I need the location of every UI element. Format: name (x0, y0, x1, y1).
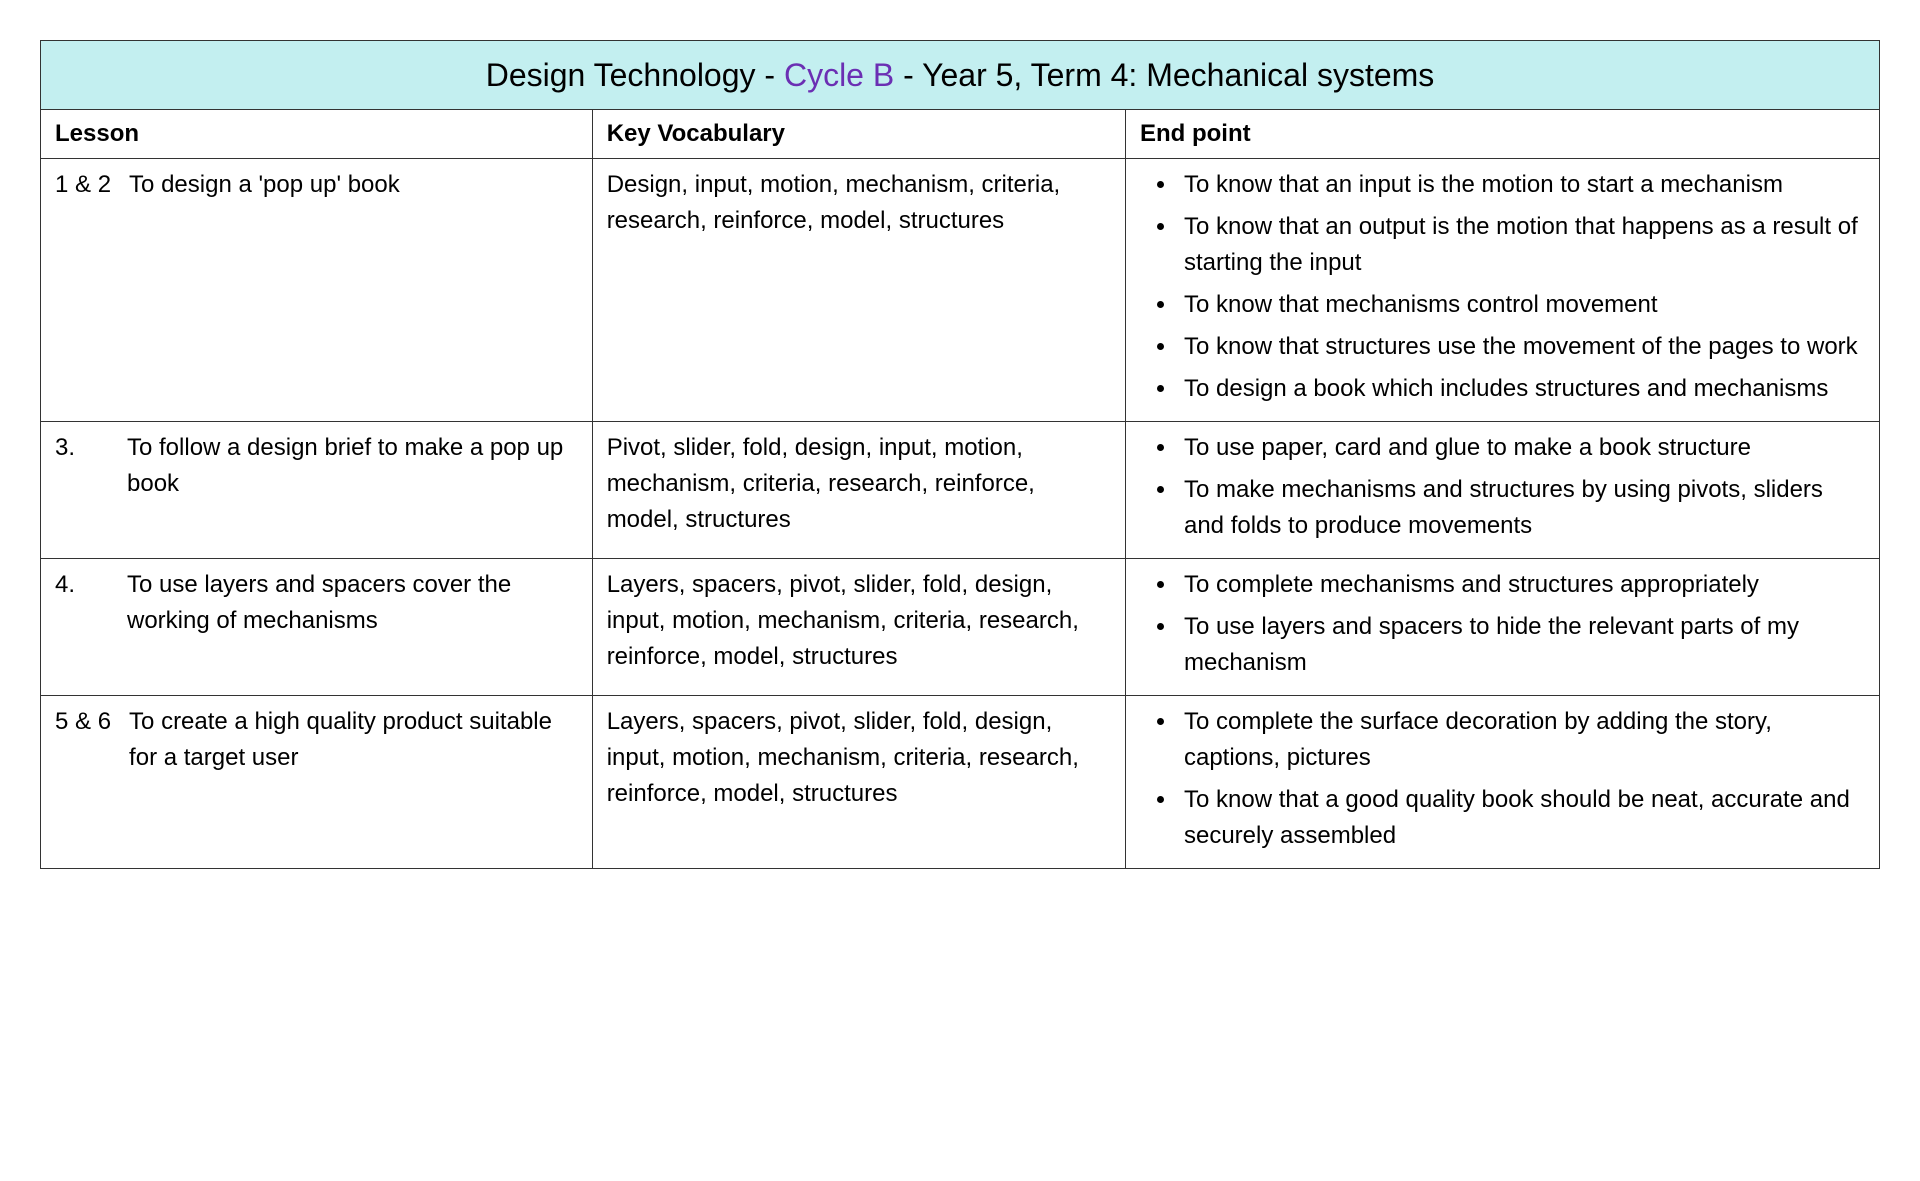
lesson-cell: 1 & 2 To design a 'pop up' book (41, 159, 593, 422)
lesson-cell: 3.To follow a design brief to make a pop… (41, 422, 593, 559)
endpoint-cell: To complete mechanisms and structures ap… (1125, 559, 1879, 696)
table-row: 4.To use layers and spacers cover the wo… (41, 559, 1880, 696)
lesson-title: To create a high quality product suitabl… (129, 704, 578, 776)
vocab-cell: Layers, spacers, pivot, slider, fold, de… (592, 696, 1125, 869)
lesson-number: 3. (55, 430, 109, 502)
endpoint-item: To use layers and spacers to hide the re… (1178, 609, 1865, 681)
vocab-cell: Pivot, slider, fold, design, input, moti… (592, 422, 1125, 559)
endpoint-item: To know that a good quality book should … (1178, 782, 1865, 854)
table-row: 5 & 6 To create a high quality product su… (41, 696, 1880, 869)
title-prefix: Design Technology - (486, 57, 784, 93)
endpoint-cell: To complete the surface decoration by ad… (1125, 696, 1879, 869)
col-endpoint: End point (1125, 110, 1879, 159)
lesson-title: To use layers and spacers cover the work… (127, 567, 578, 639)
endpoint-cell: To use paper, card and glue to make a bo… (1125, 422, 1879, 559)
table-title: Design Technology - Cycle B - Year 5, Te… (41, 41, 1880, 110)
endpoint-list: To complete the surface decoration by ad… (1140, 704, 1865, 854)
endpoint-list: To use paper, card and glue to make a bo… (1140, 430, 1865, 544)
endpoint-item: To know that an input is the motion to s… (1178, 167, 1865, 203)
endpoint-list: To complete mechanisms and structures ap… (1140, 567, 1865, 681)
endpoint-cell: To know that an input is the motion to s… (1125, 159, 1879, 422)
vocab-cell: Layers, spacers, pivot, slider, fold, de… (592, 559, 1125, 696)
vocab-cell: Design, input, motion, mechanism, criter… (592, 159, 1125, 422)
lesson-number: 1 & 2 (55, 167, 111, 203)
endpoint-item: To use paper, card and glue to make a bo… (1178, 430, 1865, 466)
endpoint-item: To complete the surface decoration by ad… (1178, 704, 1865, 776)
endpoint-item: To design a book which includes structur… (1178, 371, 1865, 407)
table-row: 1 & 2 To design a 'pop up' book Design, in… (41, 159, 1880, 422)
lesson-title: To design a 'pop up' book (129, 167, 578, 203)
endpoint-item: To know that an output is the motion tha… (1178, 209, 1865, 281)
lesson-number: 4. (55, 567, 109, 639)
title-cycle: Cycle B (784, 57, 894, 93)
col-vocab: Key Vocabulary (592, 110, 1125, 159)
endpoint-item: To know that mechanisms control movement (1178, 287, 1865, 323)
table-row: 3.To follow a design brief to make a pop… (41, 422, 1880, 559)
endpoint-item: To know that structures use the movement… (1178, 329, 1865, 365)
column-header-row: Lesson Key Vocabulary End point (41, 110, 1880, 159)
col-lesson: Lesson (41, 110, 593, 159)
table-body: 1 & 2 To design a 'pop up' book Design, in… (41, 159, 1880, 869)
title-suffix: - Year 5, Term 4: Mechanical systems (894, 57, 1434, 93)
lesson-title: To follow a design brief to make a pop u… (127, 430, 578, 502)
lesson-cell: 5 & 6 To create a high quality product su… (41, 696, 593, 869)
endpoint-list: To know that an input is the motion to s… (1140, 167, 1865, 407)
lesson-cell: 4.To use layers and spacers cover the wo… (41, 559, 593, 696)
curriculum-table: Design Technology - Cycle B - Year 5, Te… (40, 40, 1880, 869)
endpoint-item: To complete mechanisms and structures ap… (1178, 567, 1865, 603)
endpoint-item: To make mechanisms and structures by usi… (1178, 472, 1865, 544)
lesson-number: 5 & 6 (55, 704, 111, 776)
